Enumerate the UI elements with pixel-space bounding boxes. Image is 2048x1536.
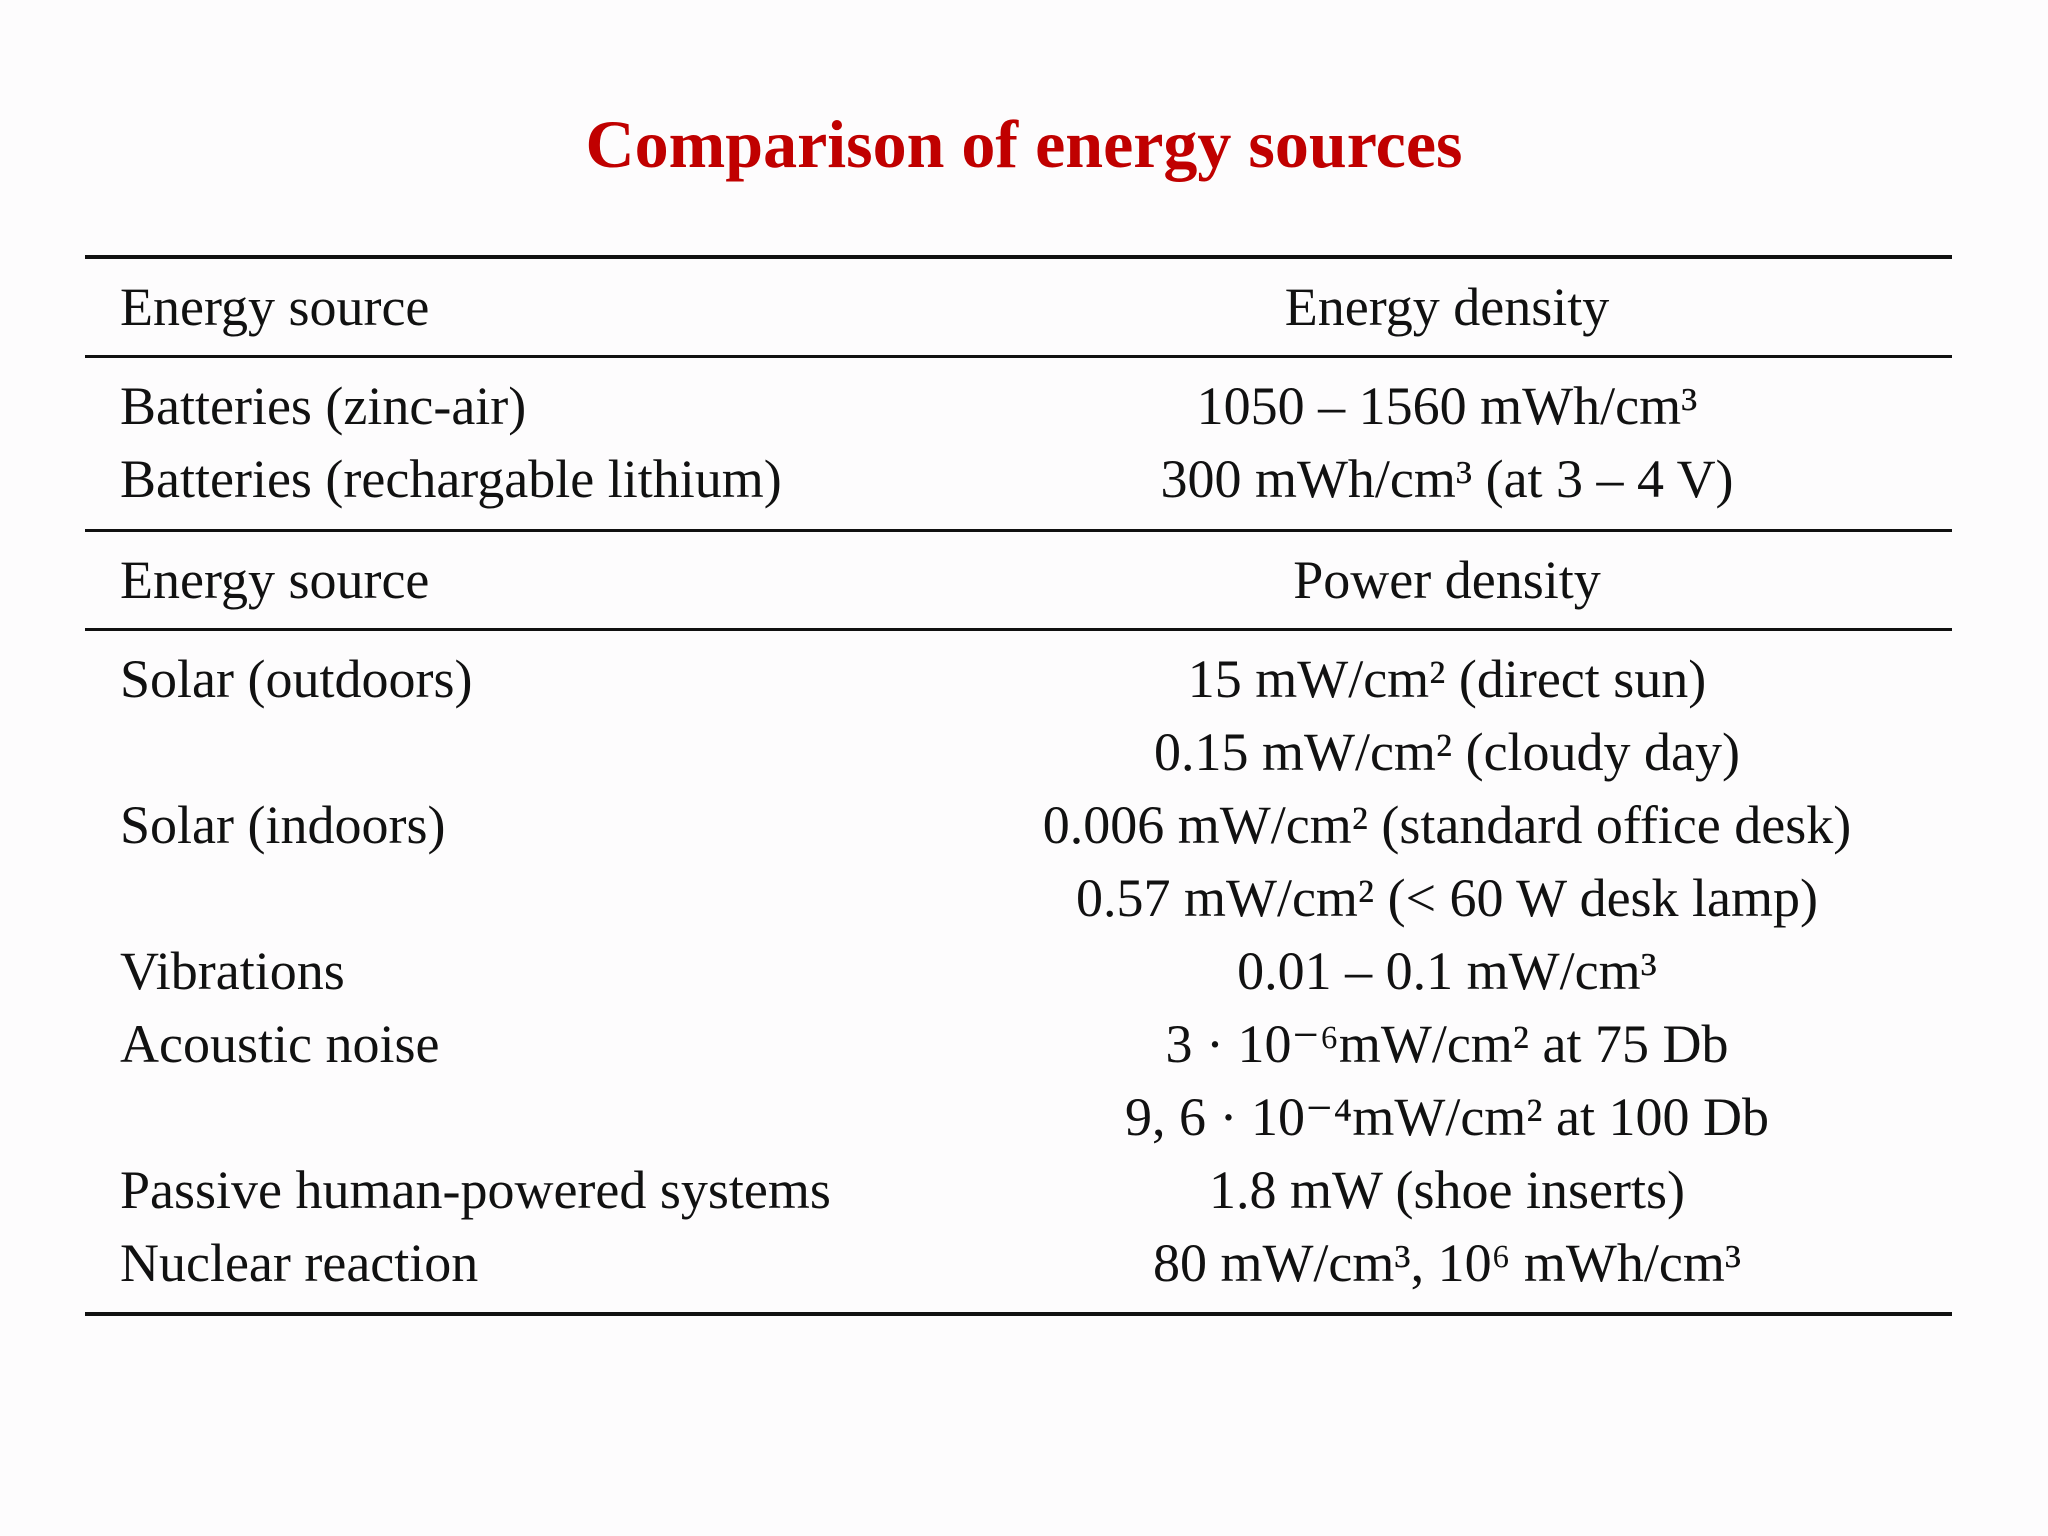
density-cell: 0.01 – 0.1 mW/cm³ (1237, 940, 1657, 1001)
table-rule (85, 255, 1952, 259)
header-cell: Energy density (1284, 276, 1610, 337)
header-cell: Energy source (120, 549, 430, 610)
source-cell: Batteries (rechargable lithium) (120, 448, 782, 509)
density-cell: 1.8 mW (shoe inserts) (1209, 1159, 1685, 1220)
density-cell: 3 · 10⁻⁶mW/cm² at 75 Db (1165, 1013, 1729, 1074)
header-cell: Energy source (120, 276, 430, 337)
density-cell: 15 mW/cm² (direct sun) (1187, 648, 1707, 709)
table-rule (85, 354, 1952, 358)
source-cell: Batteries (zinc-air) (120, 375, 527, 436)
table-rule (85, 627, 1952, 631)
density-cell: 80 mW/cm³, 10⁶ mWh/cm³ (1152, 1232, 1742, 1293)
density-cell: 0.15 mW/cm² (cloudy day) (1153, 721, 1741, 782)
density-cell: 0.006 mW/cm² (standard office desk) (1042, 794, 1852, 855)
density-cell: 0.57 mW/cm² (< 60 W desk lamp) (1075, 867, 1819, 928)
source-cell: Solar (outdoors) (120, 648, 473, 709)
density-cell: 300 mWh/cm³ (at 3 – 4 V) (1160, 448, 1734, 509)
source-cell: Solar (indoors) (120, 794, 446, 855)
density-cell: 9, 6 · 10⁻⁴mW/cm² at 100 Db (1125, 1086, 1769, 1147)
table-rule (85, 528, 1952, 532)
header-cell: Power density (1293, 549, 1601, 610)
source-cell: Vibrations (120, 940, 345, 1001)
slide-title: Comparison of energy sources (585, 106, 1463, 182)
source-cell: Acoustic noise (120, 1013, 440, 1074)
table-rule (85, 1312, 1952, 1316)
source-cell: Nuclear reaction (120, 1232, 479, 1293)
source-cell: Passive human-powered systems (120, 1159, 831, 1220)
density-cell: 1050 – 1560 mWh/cm³ (1196, 375, 1698, 436)
